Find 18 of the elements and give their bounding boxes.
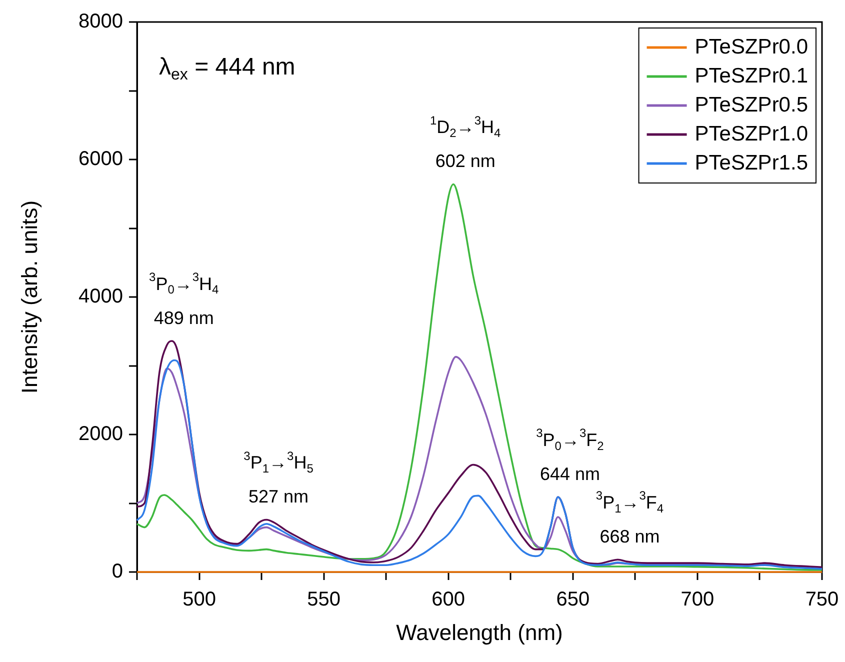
legend-label: PTeSZPr0.5 [694, 93, 808, 116]
x-tick-label: 750 [805, 588, 839, 611]
x-tick-label: 700 [680, 588, 714, 611]
y-tick-label: 6000 [78, 148, 123, 170]
x-tick-label: 600 [432, 588, 466, 611]
y-tick-label: 8000 [78, 10, 123, 33]
legend-label: PTeSZPr1.0 [694, 122, 808, 146]
x-axis-title: Wavelength (nm) [396, 620, 563, 646]
y-tick-label: 4000 [78, 286, 123, 308]
legend-label: PTeSZPr0.0 [694, 35, 808, 58]
y-tick-label: 0 [112, 560, 123, 583]
y-tick-label: 2000 [78, 423, 123, 446]
x-tick-label: 650 [556, 588, 590, 611]
x-tick-label: 550 [307, 588, 341, 611]
legend-label: PTeSZPr1.5 [694, 151, 808, 174]
x-tick-label: 500 [182, 588, 216, 611]
y-axis-title: Intensity (arb. units) [17, 200, 42, 394]
legend-label: PTeSZPr0.1 [694, 64, 808, 88]
